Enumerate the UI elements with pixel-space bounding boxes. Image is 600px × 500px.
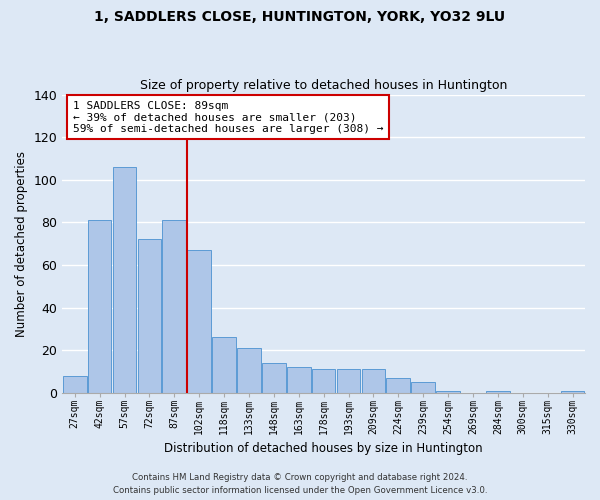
Bar	[137, 240, 161, 393]
Bar	[486, 390, 510, 393]
Bar	[561, 390, 584, 393]
X-axis label: Distribution of detached houses by size in Huntington: Distribution of detached houses by size …	[164, 442, 483, 455]
Text: Contains HM Land Registry data © Crown copyright and database right 2024.
Contai: Contains HM Land Registry data © Crown c…	[113, 474, 487, 495]
Bar	[312, 370, 335, 393]
Bar	[63, 376, 86, 393]
Bar	[113, 167, 136, 393]
Bar	[412, 382, 435, 393]
Bar	[237, 348, 261, 393]
Bar	[386, 378, 410, 393]
Bar	[187, 250, 211, 393]
Bar	[287, 368, 311, 393]
Y-axis label: Number of detached properties: Number of detached properties	[15, 150, 28, 336]
Bar	[436, 390, 460, 393]
Bar	[212, 338, 236, 393]
Bar	[362, 370, 385, 393]
Bar	[337, 370, 361, 393]
Bar	[262, 363, 286, 393]
Text: 1, SADDLERS CLOSE, HUNTINGTON, YORK, YO32 9LU: 1, SADDLERS CLOSE, HUNTINGTON, YORK, YO3…	[94, 10, 506, 24]
Title: Size of property relative to detached houses in Huntington: Size of property relative to detached ho…	[140, 79, 508, 92]
Bar	[163, 220, 186, 393]
Bar	[88, 220, 112, 393]
Text: 1 SADDLERS CLOSE: 89sqm
← 39% of detached houses are smaller (203)
59% of semi-d: 1 SADDLERS CLOSE: 89sqm ← 39% of detache…	[73, 100, 383, 134]
